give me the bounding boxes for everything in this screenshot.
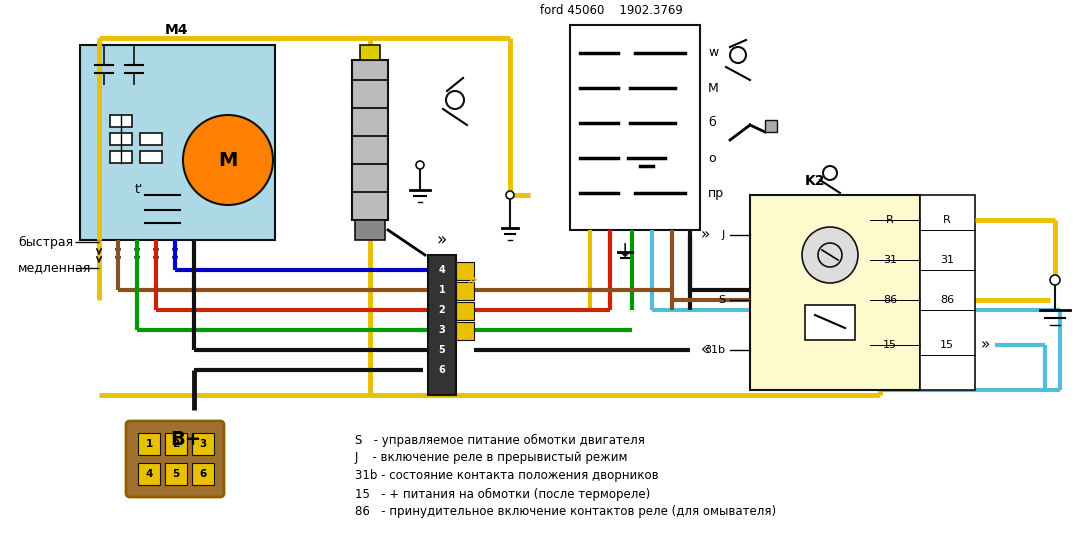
Text: ford 45060    1902.3769: ford 45060 1902.3769 <box>540 4 682 17</box>
Text: 5: 5 <box>172 469 180 479</box>
Bar <box>456 302 474 320</box>
Text: 1: 1 <box>145 439 153 449</box>
Bar <box>456 322 474 340</box>
Text: J: J <box>722 230 725 240</box>
Circle shape <box>183 115 272 205</box>
Text: »: » <box>467 271 476 289</box>
Text: б: б <box>708 117 716 130</box>
Text: о: о <box>708 151 716 165</box>
Text: 6: 6 <box>438 365 446 375</box>
Bar <box>456 262 474 280</box>
Text: 15   - + питания на обмотки (после термореле): 15 - + питания на обмотки (после терморе… <box>355 488 651 500</box>
Bar <box>140 133 162 145</box>
Text: R: R <box>886 215 894 225</box>
Text: ↓: ↓ <box>617 242 633 261</box>
Text: 15: 15 <box>883 340 897 350</box>
Text: 86: 86 <box>940 295 954 305</box>
Text: 31b: 31b <box>704 345 725 355</box>
Text: 31b - состояние контакта положения дворников: 31b - состояние контакта положения дворн… <box>355 470 658 482</box>
Text: »: » <box>980 337 990 352</box>
Circle shape <box>1050 275 1059 285</box>
Bar <box>806 305 855 340</box>
Text: K2: K2 <box>806 174 825 188</box>
Text: M4: M4 <box>166 23 189 37</box>
Text: 31: 31 <box>940 255 954 265</box>
Text: 86   - принудительное включение контактов реле (для омывателя): 86 - принудительное включение контактов … <box>355 505 776 519</box>
Text: 2: 2 <box>172 439 180 449</box>
Text: 15: 15 <box>940 340 954 350</box>
Bar <box>165 463 187 485</box>
Text: S: S <box>718 295 725 305</box>
Text: 31: 31 <box>883 255 897 265</box>
Bar <box>80 45 275 240</box>
Bar <box>192 433 214 455</box>
Text: R: R <box>943 215 950 225</box>
Text: 3: 3 <box>438 325 446 335</box>
Bar <box>570 25 700 230</box>
Bar <box>765 120 777 132</box>
Bar <box>110 151 132 163</box>
FancyBboxPatch shape <box>750 195 920 390</box>
Text: w: w <box>708 46 718 60</box>
Text: 2: 2 <box>438 305 446 315</box>
Text: 3: 3 <box>199 439 207 449</box>
Bar <box>352 60 388 220</box>
Bar <box>428 255 456 395</box>
FancyBboxPatch shape <box>126 421 225 497</box>
Text: M: M <box>218 150 238 169</box>
Bar <box>355 220 385 240</box>
Text: М: М <box>708 82 718 94</box>
Bar <box>456 282 474 300</box>
Bar <box>360 45 380 60</box>
Bar <box>138 433 160 455</box>
Text: »: » <box>701 228 710 243</box>
Text: 6: 6 <box>199 469 207 479</box>
Bar <box>138 463 160 485</box>
Text: B+: B+ <box>170 430 202 449</box>
Bar <box>192 463 214 485</box>
Text: 5: 5 <box>438 345 446 355</box>
Bar <box>110 133 132 145</box>
Text: S   - управляемое питание обмотки двигателя: S - управляемое питание обмотки двигател… <box>355 433 645 447</box>
Text: быстрая: быстрая <box>19 236 73 248</box>
Circle shape <box>802 227 858 283</box>
Bar <box>110 115 132 127</box>
Text: »: » <box>437 231 447 249</box>
Text: t': t' <box>135 183 144 196</box>
Text: медленная: медленная <box>19 262 92 274</box>
Bar <box>140 151 162 163</box>
Text: пр: пр <box>708 187 724 199</box>
Text: 1: 1 <box>438 285 446 295</box>
Text: 4: 4 <box>145 469 153 479</box>
Bar <box>920 195 974 390</box>
Text: «: « <box>701 343 710 358</box>
Circle shape <box>416 161 424 169</box>
Bar <box>165 433 187 455</box>
Circle shape <box>506 191 514 199</box>
Text: 86: 86 <box>883 295 897 305</box>
Text: 4: 4 <box>438 265 446 275</box>
Text: J    - включение реле в прерывистый режим: J - включение реле в прерывистый режим <box>355 451 629 464</box>
